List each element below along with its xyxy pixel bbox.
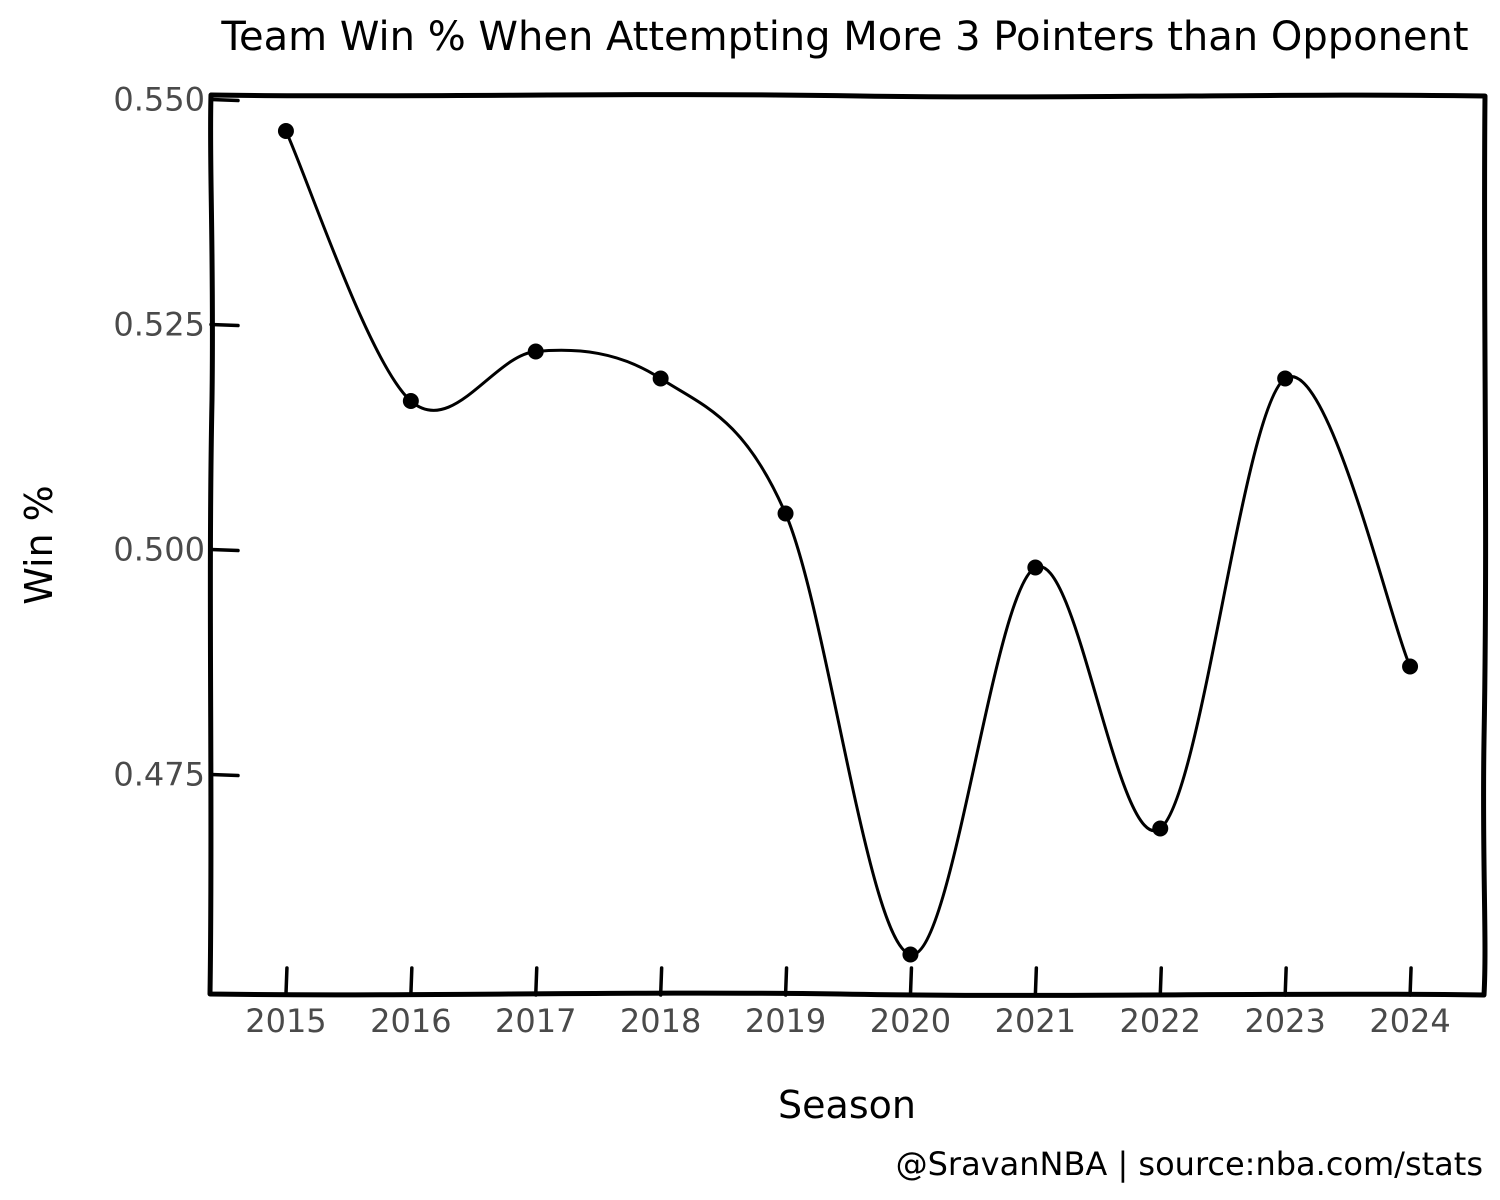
x-tick [1158,966,1164,997]
series-win-pct [277,123,1419,963]
data-point [902,946,919,963]
y-tick-label: 0.500 [113,531,205,569]
x-axis-ticks: 2015 2016 2017 2018 2019 2020 2021 2022 2023 2024 [245,966,1451,1040]
x-tick-label: 2021 [995,1002,1076,1040]
x-tick [658,966,664,997]
x-tick-label: 2018 [620,1002,701,1040]
y-axis-label: Win % [17,485,61,605]
data-point [777,505,794,522]
x-tick [284,966,289,997]
data-point [527,343,544,360]
y-tick-label: 0.550 [113,81,205,119]
plot-frame [207,92,1489,998]
y-tick [209,772,240,778]
x-tick [1408,966,1413,997]
x-tick-label: 2022 [1120,1002,1201,1040]
chart-title: Team Win % When Attempting More 3 Pointe… [220,14,1468,60]
data-point [652,370,669,387]
y-axis-ticks: 0.475 0.500 0.525 0.550 [113,81,240,794]
x-tick-label: 2024 [1369,1002,1450,1040]
x-tick-label: 2017 [495,1002,576,1040]
x-axis-label: Season [778,1083,916,1127]
data-point [277,123,294,139]
y-tick [209,97,240,103]
data-point [1277,370,1294,387]
x-tick [1283,966,1288,997]
series-line [284,130,1412,956]
x-tick [409,966,414,997]
x-tick [908,966,914,997]
x-tick-label: 2019 [745,1002,826,1040]
x-tick [533,966,539,997]
data-point [1027,559,1044,576]
x-tick [783,966,789,997]
x-tick-label: 2023 [1244,1002,1325,1040]
y-tick-label: 0.525 [113,306,205,344]
data-point [402,393,419,409]
source-credit: @SravanNBA | source:nba.com/stats [896,1145,1483,1183]
x-tick-label: 2020 [870,1002,951,1040]
data-point [1402,658,1419,675]
x-tick-label: 2016 [370,1002,451,1040]
data-point [1152,820,1169,837]
y-tick-label: 0.475 [113,756,205,794]
y-tick [209,547,240,553]
x-tick-label: 2015 [245,1002,326,1040]
y-tick [209,322,240,328]
x-tick [1033,966,1039,997]
